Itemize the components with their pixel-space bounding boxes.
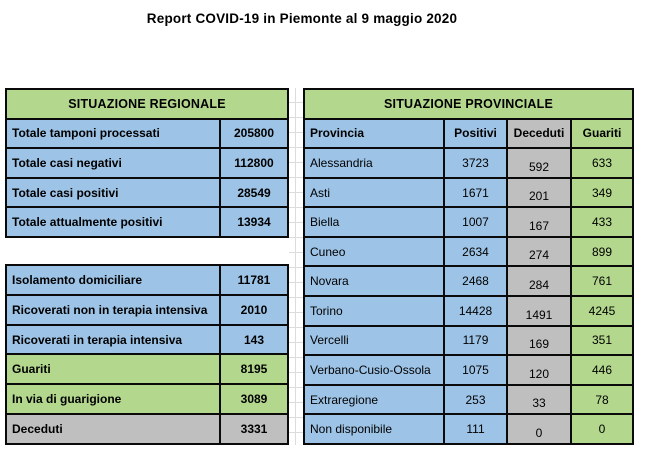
row-value: 2010: [219, 295, 287, 324]
positivi-cell: 1179: [443, 326, 506, 355]
row-label: Deceduti: [12, 422, 63, 437]
provincia-cell: Alessandria: [305, 149, 443, 177]
column-header-guariti: Guariti: [570, 119, 632, 148]
positivi-cell: 1007: [443, 208, 506, 236]
provincia-cell: Vercelli: [305, 326, 443, 355]
row-value: 143: [219, 325, 287, 354]
row-value: 13934: [219, 208, 287, 236]
regional-table-header-row: SITUAZIONE REGIONALE: [7, 90, 287, 118]
column-header-row: Provincia Positivi Deceduti Guariti: [305, 117, 632, 148]
provincia-cell: Verbano-Cusio-Ossola: [305, 356, 443, 384]
guariti-cell: 633: [570, 149, 632, 177]
table-row: Asti 1671 201 349: [305, 176, 632, 207]
positivi-cell: 2468: [443, 267, 506, 296]
table-row: Totale attualmente positivi 13934: [7, 206, 287, 236]
provincia-cell: Asti: [305, 178, 443, 207]
table-row: Totale tamponi processati 205800: [7, 117, 287, 148]
deceduti-cell: 284: [506, 267, 570, 296]
deceduti-cell: 592: [506, 149, 570, 177]
row-label: Ricoverati non in terapia intensiva: [12, 302, 208, 317]
positivi-cell: 1075: [443, 356, 506, 384]
deceduti-cell: 0: [506, 415, 570, 443]
table-row: Ricoverati in terapia intensiva 143: [7, 323, 287, 354]
positivi-cell: 1671: [443, 178, 506, 207]
deceduti-cell: 274: [506, 237, 570, 266]
guariti-cell: 78: [570, 385, 632, 414]
row-label: Guariti: [12, 362, 51, 377]
row-value: 8195: [219, 355, 287, 384]
table-row: Isolamento domiciliare 11781: [7, 266, 287, 294]
row-label: Totale tamponi processati: [12, 126, 160, 141]
deceduti-cell: 33: [506, 385, 570, 414]
positivi-cell: 14428: [443, 297, 506, 325]
row-value: 28549: [219, 178, 287, 207]
provincial-table: SITUAZIONE PROVINCIALE Provincia Positiv…: [303, 88, 634, 445]
provincia-cell: Novara: [305, 267, 443, 296]
table-row: Ricoverati non in terapia intensiva 2010: [7, 293, 287, 324]
provincia-cell: Biella: [305, 208, 443, 236]
spreadsheet-gridlines: [289, 88, 303, 445]
deceduti-cell: 167: [506, 208, 570, 236]
positivi-cell: 111: [443, 415, 506, 443]
row-label: Isolamento domiciliare: [12, 272, 143, 287]
table-row: Extraregione 253 33 78: [305, 383, 632, 414]
column-header-deceduti: Deceduti: [506, 119, 570, 148]
guariti-cell: 446: [570, 356, 632, 384]
guariti-cell: 761: [570, 267, 632, 296]
table-row: Vercelli 1179 169 351: [305, 324, 632, 355]
table-row: Deceduti 3331: [7, 413, 287, 443]
table-row: Novara 2468 284 761: [305, 265, 632, 296]
row-label: Totale casi positivi: [12, 185, 119, 200]
deceduti-cell: 169: [506, 326, 570, 355]
row-label: Totale attualmente positivi: [12, 215, 163, 230]
row-value: 3089: [219, 385, 287, 414]
provincia-cell: Non disponibile: [305, 415, 443, 443]
regional-detail-table: Isolamento domiciliare 11781 Ricoverati …: [5, 264, 289, 445]
table-row: Non disponibile 111 0 0: [305, 413, 632, 443]
table-row: Verbano-Cusio-Ossola 1075 120 446: [305, 354, 632, 384]
row-label: Totale casi negativi: [12, 155, 122, 170]
provincial-table-header-row: SITUAZIONE PROVINCIALE: [305, 90, 632, 118]
table-row: In via di guarigione 3089: [7, 383, 287, 414]
table-row: Cuneo 2634 274 899: [305, 235, 632, 266]
row-value: 3331: [219, 415, 287, 443]
table-row: Torino 14428 1491 4245: [305, 295, 632, 325]
column-header-positivi: Positivi: [443, 119, 506, 148]
table-row: Guariti 8195: [7, 353, 287, 384]
row-value: 11781: [219, 266, 287, 294]
table-row: Alessandria 3723 592 633: [305, 147, 632, 177]
column-header-provincia: Provincia: [305, 119, 443, 148]
row-label: In via di guarigione: [12, 392, 122, 407]
positivi-cell: 3723: [443, 149, 506, 177]
guariti-cell: 433: [570, 208, 632, 236]
guariti-cell: 349: [570, 178, 632, 207]
table-row: Totale casi positivi 28549: [7, 176, 287, 207]
guariti-cell: 351: [570, 326, 632, 355]
deceduti-cell: 1491: [506, 297, 570, 325]
positivi-cell: 253: [443, 385, 506, 414]
provincia-cell: Cuneo: [305, 237, 443, 266]
report-title: Report COVID-19 in Piemonte al 9 maggio …: [146, 11, 458, 26]
row-value: 112800: [219, 149, 287, 177]
row-value: 205800: [219, 119, 287, 148]
guariti-cell: 899: [570, 237, 632, 266]
regional-summary-table: SITUAZIONE REGIONALE Totale tamponi proc…: [5, 88, 289, 238]
guariti-cell: 4245: [570, 297, 632, 325]
guariti-cell: 0: [570, 415, 632, 443]
deceduti-cell: 120: [506, 356, 570, 384]
positivi-cell: 2634: [443, 237, 506, 266]
provincial-table-title: SITUAZIONE PROVINCIALE: [384, 96, 553, 111]
regional-table-title: SITUAZIONE REGIONALE: [68, 96, 226, 111]
provincia-cell: Extraregione: [305, 385, 443, 414]
table-row: Totale casi negativi 112800: [7, 147, 287, 177]
deceduti-cell: 201: [506, 178, 570, 207]
provincia-cell: Torino: [305, 297, 443, 325]
table-row: Biella 1007 167 433: [305, 206, 632, 236]
row-label: Ricoverati in terapia intensiva: [12, 332, 183, 347]
